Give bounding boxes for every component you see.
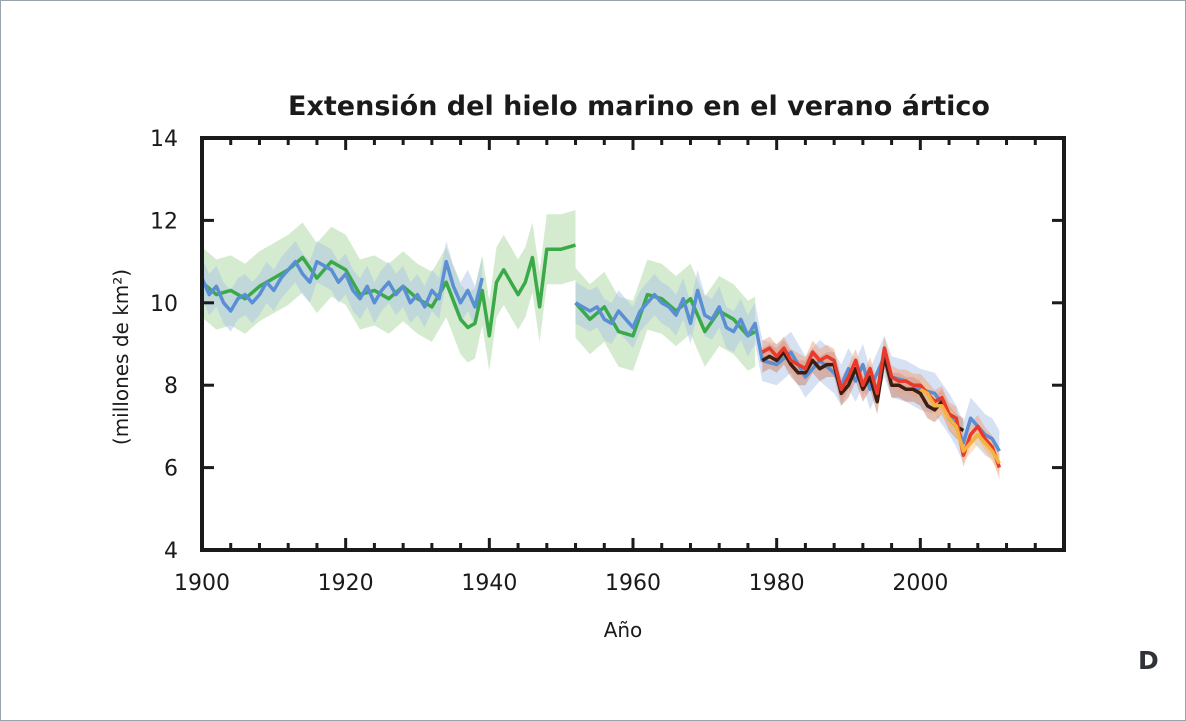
- x-axis-label: Año: [604, 618, 643, 642]
- x-tick-label: 1940: [461, 571, 517, 596]
- panel-letter: D: [1138, 646, 1159, 675]
- y-tick-label: 8: [164, 374, 178, 399]
- x-tick-label: 1980: [749, 571, 805, 596]
- x-tick-label: 1920: [318, 571, 374, 596]
- y-tick-label: 14: [150, 127, 178, 152]
- axis-ticks: [200, 136, 1066, 552]
- series-1-line-2: [574, 292, 756, 338]
- series-lines: [200, 243, 1002, 469]
- y-tick-label: 6: [164, 457, 178, 482]
- series-5-line-1: [919, 387, 1001, 465]
- series-2-line-2: [574, 288, 1001, 452]
- series-2-band-1: [202, 241, 483, 332]
- x-tick-label: 1900: [174, 571, 230, 596]
- series-3-line-1: [761, 350, 965, 433]
- y-tick-label: 12: [150, 209, 178, 234]
- tick-labels: 1900 1920 1940 1960 1980 2000 4 6 8 10 12 14: [150, 127, 948, 596]
- x-tick-label: 2000: [892, 571, 948, 596]
- y-axis-label: (millones de km²): [109, 269, 133, 445]
- y-tick-label: 4: [164, 539, 178, 564]
- chart-title: Extensión del hielo marino en el verano …: [288, 91, 990, 122]
- uncertainty-bands: [202, 210, 1000, 480]
- series-2-line-1: [200, 259, 484, 313]
- x-tick-label: 1960: [605, 571, 661, 596]
- y-tick-label: 10: [150, 292, 178, 317]
